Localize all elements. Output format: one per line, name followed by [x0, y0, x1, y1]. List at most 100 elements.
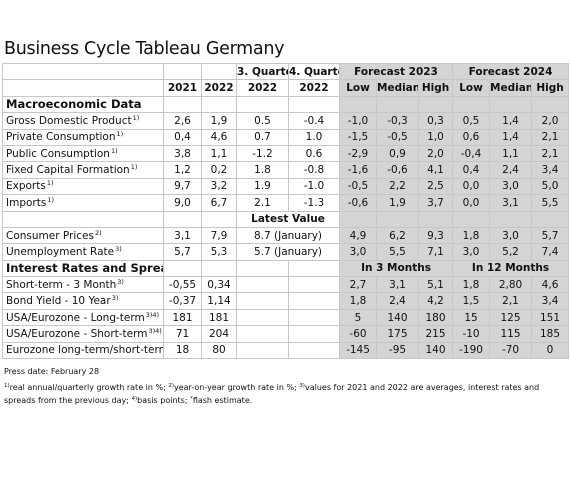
value-cell: 2,2	[376, 177, 419, 196]
footnote-text: basis points;	[137, 396, 191, 405]
value-cell: -0,6	[376, 161, 419, 179]
value-cell: -60	[339, 325, 377, 343]
header-cell-empty	[2, 79, 164, 97]
table-cell	[236, 259, 289, 278]
table-row: Public Consumption1) 3,8 1,1 -1.2 0.6 -2,9 0,9…	[2, 144, 570, 163]
page-title: Business Cycle Tableau Germany	[4, 39, 285, 59]
value-cell: -1,5	[339, 128, 377, 146]
table-cell	[452, 95, 491, 114]
latest-value-cell: 5.7 (January)	[236, 243, 340, 261]
value-cell: 5,7	[531, 226, 570, 245]
table-cell	[2, 210, 164, 228]
value-cell: 3,7	[417, 194, 454, 212]
row-label-text: USA/Eurozone - Short-term	[6, 327, 148, 340]
footnote-text: real annual/quarterly growth rate in %;	[9, 383, 169, 392]
footnote-ref: 2)	[94, 228, 102, 237]
value-cell: 0.6	[288, 144, 340, 163]
value-cell: 2,0	[531, 112, 570, 130]
value-cell: 3,1	[376, 276, 419, 294]
footnote-text: flash estimate.	[192, 396, 253, 405]
header-stat: Median	[376, 79, 419, 97]
value-cell: -0,55	[163, 276, 202, 294]
table-cell	[417, 95, 454, 114]
row-label: Private Consumption1)	[2, 128, 164, 146]
footnote-text: year-on-year growth rate in %;	[173, 383, 300, 392]
value-cell: 5,5	[531, 194, 570, 212]
value-cell: 115	[489, 325, 533, 343]
value-cell: 2.1	[236, 194, 289, 212]
row-label-text: Bond Yield - 10 Year	[6, 295, 111, 308]
value-cell: 181	[163, 308, 202, 327]
table-cell	[236, 325, 289, 343]
header-quarter-4: 4. Quarter	[288, 62, 340, 81]
value-cell: -0,6	[339, 194, 377, 212]
section-row-rates: Interest Rates and Spreads In 3 MonthsIn …	[2, 259, 570, 278]
value-cell: 5,5	[376, 243, 419, 261]
value-cell: 4,6	[201, 128, 237, 146]
header-row-years: 2021 2022 2022 2022 Low Median High Low Median Hi…	[2, 79, 570, 97]
table-cell	[288, 341, 340, 360]
value-cell: 140	[376, 308, 419, 327]
value-cell: -2,9	[339, 144, 377, 163]
value-cell: 185	[531, 325, 570, 343]
header-row-periods: 3. Quarter4. QuarterForecast 2023Forecas…	[2, 62, 570, 81]
value-cell: 4,6	[531, 276, 570, 294]
table-cell	[201, 259, 237, 278]
footnote-ref: 1)	[132, 113, 140, 122]
value-cell: 9,0	[163, 194, 202, 212]
value-cell: 1,4	[489, 112, 533, 130]
value-cell: -145	[339, 341, 377, 360]
value-cell: 0,4	[163, 128, 202, 146]
value-cell: 2,1	[531, 128, 570, 146]
value-cell: 0	[531, 341, 570, 360]
value-cell: 0,3	[417, 112, 454, 130]
value-cell: 6,2	[376, 226, 419, 245]
value-cell: 3,0	[452, 243, 491, 261]
row-label: Unemployment Rate3)	[2, 243, 164, 261]
value-cell: 4,1	[417, 161, 454, 179]
header-cell-empty	[2, 62, 164, 81]
value-cell: 3,8	[163, 144, 202, 163]
value-cell: 1,9	[376, 194, 419, 212]
row-label-text: USA/Eurozone - Long-term	[6, 311, 145, 324]
table-cell	[236, 292, 289, 310]
value-cell: 0,6	[452, 128, 491, 146]
value-cell: 1,8	[452, 226, 491, 245]
row-label: Fixed Capital Formation1)	[2, 161, 164, 179]
section-row-macro: Macroeconomic Data	[2, 95, 570, 114]
table-row: Short-term - 3 Month3) -0,55 0,34 2,7 3,1 5,1…	[2, 276, 570, 294]
value-cell: 180	[417, 308, 454, 327]
footnote-ref: 3)4)	[145, 310, 160, 319]
value-cell: -1,0	[339, 112, 377, 130]
value-cell: 151	[531, 308, 570, 327]
row-label: USA/Eurozone - Short-term3)4)	[2, 325, 164, 343]
table-row: Bond Yield - 10 Year3) -0,37 1,14 1,8 2,4 4,2…	[2, 292, 570, 310]
value-cell: -70	[489, 341, 533, 360]
table-cell	[288, 95, 340, 114]
value-cell: 15	[452, 308, 491, 327]
footnote-ref: 1)	[116, 130, 124, 139]
value-cell: 0.5	[236, 112, 289, 130]
value-cell: 0,9	[376, 144, 419, 163]
row-label: Bond Yield - 10 Year3)	[2, 292, 164, 310]
value-cell: -0,5	[339, 177, 377, 196]
value-cell: 3,0	[489, 226, 533, 245]
value-cell: 5,3	[201, 243, 237, 261]
value-cell: -1.2	[236, 144, 289, 163]
header-in-12-months: In 12 Months	[452, 259, 570, 278]
header-stat: Low	[452, 79, 491, 97]
value-cell: 18	[163, 341, 202, 360]
section-title-macro: Macroeconomic Data	[2, 95, 164, 114]
table-cell	[236, 95, 289, 114]
value-cell: 1,14	[201, 292, 237, 310]
header-stat: Median	[489, 79, 533, 97]
value-cell: 4,2	[417, 292, 454, 310]
header-forecast-2023: Forecast 2023	[338, 62, 454, 81]
table-row: Exports1) 9,7 3,2 1.9 -1.0 -0,5 2,2 2,5 0,0 3,0 5,…	[2, 177, 570, 196]
value-cell: 2,1	[531, 144, 570, 163]
row-label: Short-term - 3 Month3)	[2, 276, 164, 294]
value-cell: 3,1	[489, 194, 533, 212]
table-cell	[288, 259, 340, 278]
value-cell: 3,0	[489, 177, 533, 196]
row-label-text: Consumer Prices	[6, 229, 94, 242]
